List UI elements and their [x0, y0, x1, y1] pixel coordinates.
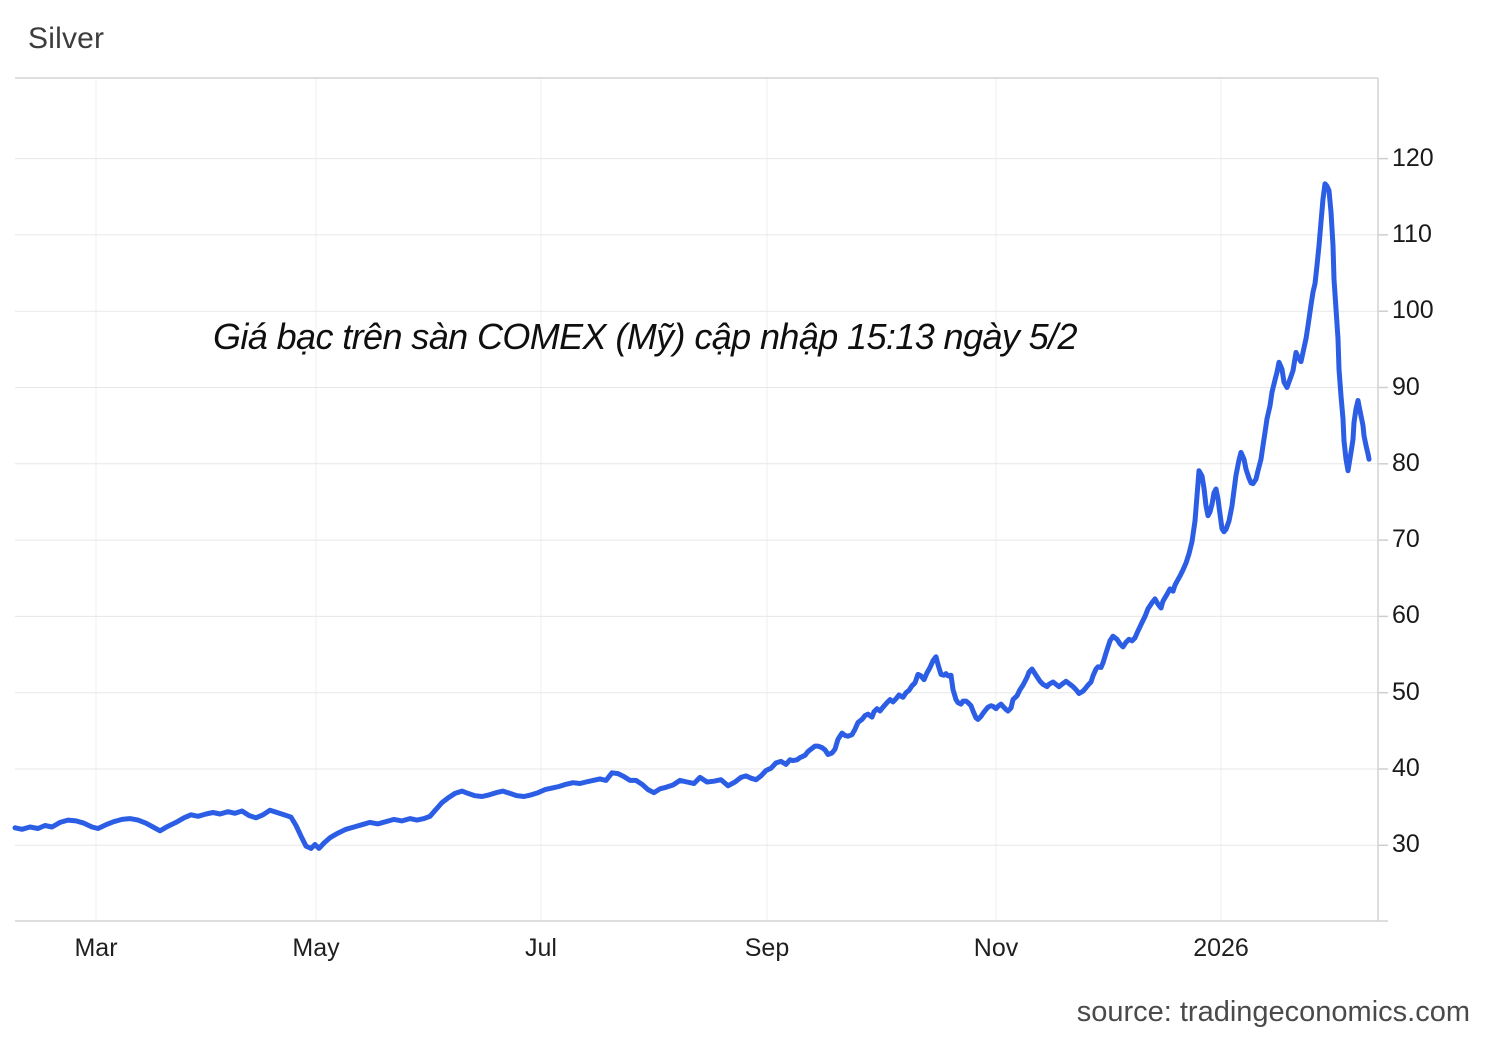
- y-axis-label: 80: [1392, 448, 1420, 477]
- y-axis-label: 60: [1392, 601, 1420, 630]
- x-axis-label: Mar: [74, 934, 118, 962]
- y-axis-label: 90: [1392, 372, 1420, 401]
- x-axis-label: 2026: [1193, 934, 1249, 962]
- y-axis-label: 120: [1392, 143, 1434, 172]
- chart-annotation: Giá bạc trên sàn COMEX (Mỹ) cập nhập 15:…: [213, 316, 1077, 357]
- source-credit: source: tradingeconomics.com: [1076, 996, 1470, 1028]
- page-title: Silver: [28, 22, 105, 55]
- y-axis-label: 40: [1392, 754, 1420, 782]
- y-axis-label: 110: [1392, 219, 1432, 248]
- x-axis-label: Jul: [525, 934, 557, 962]
- plot-area[interactable]: [15, 78, 1378, 921]
- x-axis-label: Sep: [744, 934, 790, 962]
- price-line: [12, 181, 1372, 851]
- y-axis-label: 30: [1392, 830, 1420, 859]
- x-axis-label: Nov: [973, 934, 1019, 962]
- x-axis-label: May: [292, 934, 340, 962]
- y-axis-label: 70: [1392, 525, 1420, 554]
- y-axis-label: 100: [1392, 296, 1434, 325]
- y-axis-label: 50: [1392, 677, 1420, 706]
